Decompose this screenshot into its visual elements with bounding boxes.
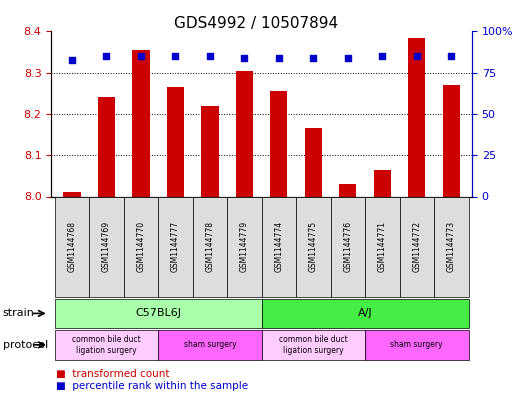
Point	[103, 53, 111, 59]
Point	[68, 56, 76, 62]
Text: ■  percentile rank within the sample: ■ percentile rank within the sample	[56, 381, 249, 391]
Text: GSM1144771: GSM1144771	[378, 221, 387, 272]
Point	[309, 55, 318, 61]
Text: sham surgery: sham surgery	[184, 340, 236, 349]
Text: protocol: protocol	[3, 340, 48, 350]
Text: common bile duct
ligation surgery: common bile duct ligation surgery	[72, 335, 141, 354]
Bar	[201, 106, 219, 196]
Bar	[132, 50, 150, 196]
Point	[137, 53, 145, 59]
Text: GSM1144769: GSM1144769	[102, 221, 111, 272]
Text: sham surgery: sham surgery	[390, 340, 443, 349]
Text: common bile duct
ligation surgery: common bile duct ligation surgery	[279, 335, 348, 354]
Text: GSM1144775: GSM1144775	[309, 221, 318, 272]
Point	[206, 53, 214, 59]
Text: GSM1144772: GSM1144772	[412, 221, 421, 272]
Text: C57BL6J: C57BL6J	[135, 309, 181, 318]
Bar	[305, 129, 322, 196]
Text: GSM1144779: GSM1144779	[240, 221, 249, 272]
Bar	[373, 170, 391, 196]
Bar	[270, 91, 287, 196]
Text: GSM1144776: GSM1144776	[343, 221, 352, 272]
Text: GSM1144773: GSM1144773	[447, 221, 456, 272]
Text: GDS4992 / 10507894: GDS4992 / 10507894	[174, 16, 339, 31]
Point	[412, 53, 421, 59]
Bar	[64, 193, 81, 196]
Point	[344, 55, 352, 61]
Point	[240, 55, 248, 61]
Text: A/J: A/J	[358, 309, 372, 318]
Point	[378, 53, 386, 59]
Bar	[339, 184, 357, 196]
Text: GSM1144777: GSM1144777	[171, 221, 180, 272]
Bar	[167, 87, 184, 196]
Text: GSM1144778: GSM1144778	[205, 221, 214, 272]
Bar	[443, 85, 460, 196]
Text: GSM1144774: GSM1144774	[274, 221, 283, 272]
Point	[171, 53, 180, 59]
Bar	[408, 38, 425, 197]
Text: GSM1144768: GSM1144768	[68, 221, 76, 272]
Text: strain: strain	[3, 309, 34, 318]
Point	[447, 53, 456, 59]
Bar	[98, 97, 115, 196]
Text: GSM1144770: GSM1144770	[136, 221, 146, 272]
Point	[275, 55, 283, 61]
Text: ■  transformed count: ■ transformed count	[56, 369, 170, 379]
Bar	[236, 71, 253, 196]
